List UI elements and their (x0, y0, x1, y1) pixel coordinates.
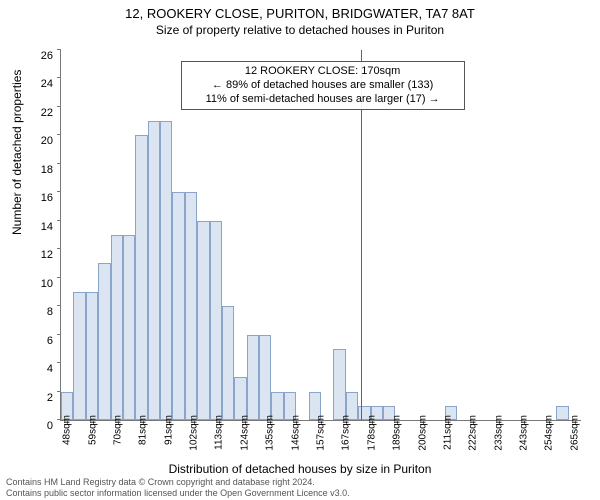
footer-line-1: Contains HM Land Registry data © Crown c… (6, 477, 350, 487)
y-tick-mark (57, 248, 61, 249)
y-tick-mark (57, 49, 61, 50)
histogram-bar (160, 121, 172, 420)
y-tick-label: 26 (23, 50, 53, 62)
histogram-bar (86, 292, 98, 420)
x-tick-label: 200sqm (417, 415, 428, 451)
y-tick-label: 0 (23, 420, 53, 432)
x-tick-label: 157sqm (316, 415, 327, 451)
histogram-bar (222, 306, 234, 420)
histogram-bar (210, 221, 222, 420)
annotation-line: 12 ROOKERY CLOSE: 170sqm (188, 65, 458, 79)
y-tick-label: 14 (23, 221, 53, 233)
annotation-line: ← 89% of detached houses are smaller (13… (188, 79, 458, 93)
y-tick-mark (57, 77, 61, 78)
histogram-bar (234, 377, 246, 420)
x-tick-label: 243sqm (519, 415, 530, 451)
histogram-bar (333, 349, 345, 420)
x-tick-label: 113sqm (214, 415, 225, 450)
x-tick-label: 135sqm (265, 415, 276, 451)
x-tick-label: 48sqm (62, 415, 73, 445)
y-tick-mark (57, 334, 61, 335)
histogram-bar (111, 235, 123, 420)
histogram-bar (197, 221, 209, 420)
y-tick-label: 10 (23, 278, 53, 290)
y-tick-label: 6 (23, 335, 53, 347)
x-tick-label: 167sqm (341, 415, 352, 451)
histogram-bar (123, 235, 135, 420)
x-tick-label: 254sqm (544, 415, 555, 451)
x-tick-label: 102sqm (189, 415, 200, 451)
y-tick-mark (57, 106, 61, 107)
y-tick-mark (57, 362, 61, 363)
y-tick-label: 24 (23, 78, 53, 90)
histogram-bar (247, 335, 259, 420)
x-tick-label: 91sqm (163, 415, 174, 445)
x-axis-label: Distribution of detached houses by size … (0, 462, 600, 476)
y-tick-mark (57, 277, 61, 278)
y-tick-label: 20 (23, 135, 53, 147)
x-tick-label: 233sqm (493, 415, 504, 451)
histogram-bar (172, 192, 184, 420)
y-tick-mark (57, 220, 61, 221)
x-tick-label: 265sqm (569, 415, 580, 451)
histogram-bar (98, 263, 110, 420)
x-tick-label: 70sqm (112, 415, 123, 445)
footer-attribution: Contains HM Land Registry data © Crown c… (6, 477, 350, 498)
y-tick-mark (57, 191, 61, 192)
x-tick-label: 59sqm (87, 415, 98, 445)
annotation-line: 11% of semi-detached houses are larger (… (188, 93, 458, 107)
x-tick-label: 211sqm (442, 415, 453, 450)
y-tick-mark (57, 305, 61, 306)
footer-line-2: Contains public sector information licen… (6, 488, 350, 498)
histogram-bar (185, 192, 197, 420)
y-tick-label: 8 (23, 306, 53, 318)
histogram-bar (73, 292, 85, 420)
histogram-bar (259, 335, 271, 420)
x-tick-label: 189sqm (392, 415, 403, 451)
y-tick-mark (57, 134, 61, 135)
x-tick-label: 146sqm (290, 415, 301, 451)
y-tick-mark (57, 163, 61, 164)
y-tick-label: 18 (23, 164, 53, 176)
x-tick-label: 222sqm (468, 415, 479, 451)
x-tick-label: 81sqm (138, 415, 149, 445)
y-tick-label: 2 (23, 392, 53, 404)
annotation-box: 12 ROOKERY CLOSE: 170sqm← 89% of detache… (181, 61, 465, 110)
histogram-bar (135, 135, 147, 420)
y-tick-label: 16 (23, 192, 53, 204)
plot-area: 0246810121416182022242648sqm59sqm70sqm81… (60, 50, 581, 421)
x-tick-label: 124sqm (239, 415, 250, 451)
chart-title: 12, ROOKERY CLOSE, PURITON, BRIDGWATER, … (0, 0, 600, 21)
y-tick-label: 22 (23, 107, 53, 119)
histogram-bar (148, 121, 160, 420)
y-axis-label: Number of detached properties (10, 70, 24, 235)
chart-subtitle: Size of property relative to detached ho… (0, 21, 600, 37)
y-tick-label: 12 (23, 249, 53, 261)
histogram-bar (556, 406, 568, 420)
y-tick-label: 4 (23, 363, 53, 375)
x-tick-label: 178sqm (366, 415, 377, 451)
